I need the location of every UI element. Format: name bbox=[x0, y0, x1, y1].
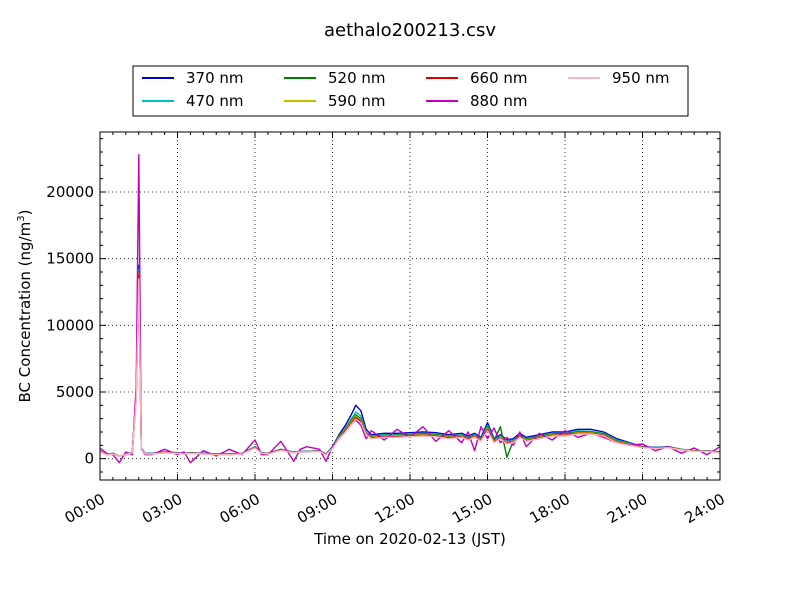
x-tick-label: 21:00 bbox=[604, 490, 650, 527]
x-tick-label: 06:00 bbox=[217, 490, 263, 527]
x-tick-label: 09:00 bbox=[294, 490, 340, 527]
y-axis-label-end: ) bbox=[16, 210, 34, 216]
y-tick-label: 0 bbox=[84, 450, 94, 468]
ticks bbox=[99, 132, 721, 480]
legend-item: 880 nm bbox=[426, 92, 528, 110]
legend-label: 520 nm bbox=[328, 69, 386, 87]
y-axis-label-sup: 3 bbox=[16, 215, 27, 221]
series-line-880-nm bbox=[99, 153, 721, 464]
legend-label: 660 nm bbox=[470, 69, 528, 87]
legend-item: 590 nm bbox=[284, 92, 386, 110]
series-line-950-nm bbox=[99, 278, 721, 457]
legend-label: 950 nm bbox=[612, 69, 670, 87]
grid bbox=[100, 132, 720, 480]
x-tick-label: 18:00 bbox=[527, 490, 573, 527]
legend-item: 950 nm bbox=[568, 69, 670, 87]
legend: 370 nm 470 nm 520 nm 590 nm 660 nm 880 nm 950 … bbox=[132, 65, 689, 117]
y-axis-label-main: BC Concentration (ng/m bbox=[16, 222, 34, 403]
y-tick-label: 5000 bbox=[56, 383, 94, 401]
y-tick-label: 20000 bbox=[46, 183, 94, 201]
legend-box bbox=[132, 65, 689, 117]
legend-item: 660 nm bbox=[426, 69, 528, 87]
plot-lines bbox=[99, 153, 721, 464]
x-tick-label: 24:00 bbox=[682, 490, 728, 527]
y-axis-label: BC Concentration (ng/m3) bbox=[16, 210, 34, 403]
legend-label: 370 nm bbox=[186, 69, 244, 87]
x-tick-label: 15:00 bbox=[449, 490, 495, 527]
y-tick-label: 15000 bbox=[46, 250, 94, 268]
legend-label: 590 nm bbox=[328, 92, 386, 110]
legend-item: 470 nm bbox=[142, 92, 244, 110]
legend-item: 520 nm bbox=[284, 69, 386, 87]
x-axis-label: Time on 2020-02-13 (JST) bbox=[313, 530, 506, 548]
y-tick-label: 10000 bbox=[46, 316, 94, 334]
chart-title: aethalo200213.csv bbox=[324, 20, 496, 41]
x-tick-label: 00:00 bbox=[62, 490, 108, 527]
x-tick-label: 03:00 bbox=[139, 490, 185, 527]
legend-item: 370 nm bbox=[142, 69, 244, 87]
y-tick-labels: 0 5000 10000 15000 20000 bbox=[46, 183, 94, 468]
series-line-470-nm bbox=[99, 268, 721, 457]
legend-label: 880 nm bbox=[470, 92, 528, 110]
x-tick-label: 12:00 bbox=[372, 490, 418, 527]
x-tick-labels: 00:00 03:00 06:00 09:00 12:00 15:00 18:00 21:00… bbox=[62, 490, 728, 527]
legend-label: 470 nm bbox=[186, 92, 244, 110]
